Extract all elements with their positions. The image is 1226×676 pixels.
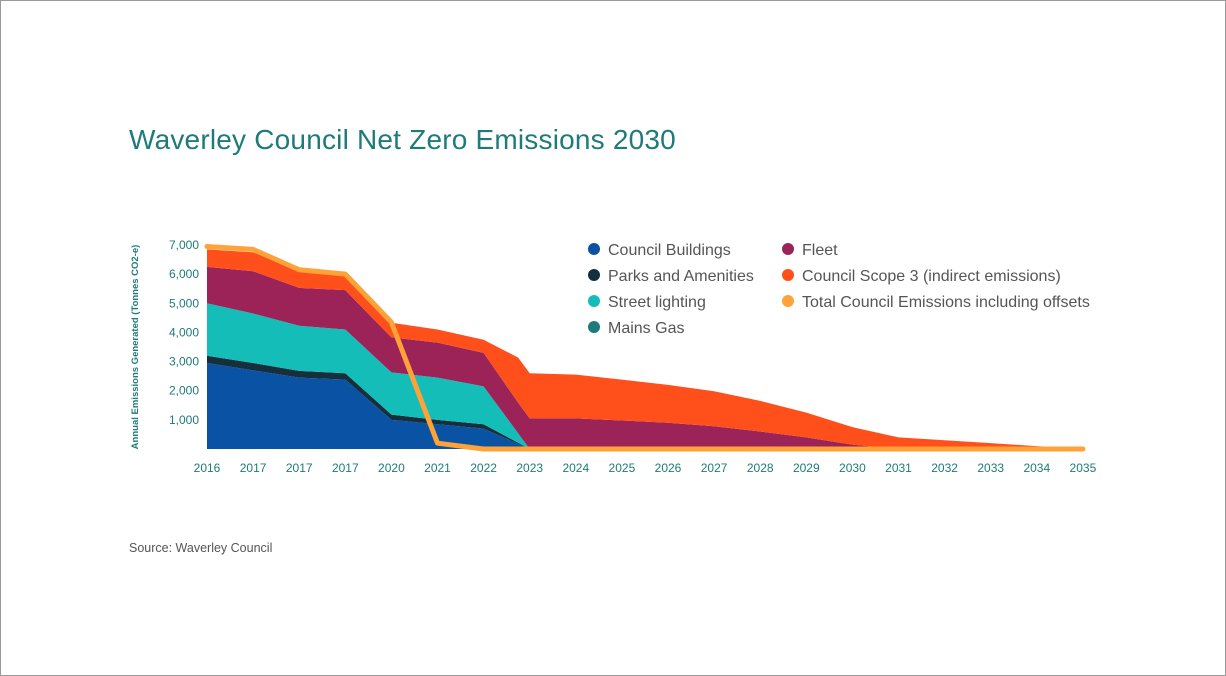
y-tick-label: 4,000 [169,325,199,339]
legend-marker-mains-gas [588,321,600,333]
x-tick-label: 2034 [1023,461,1050,475]
line-total-council-emissions-including-offsets [204,243,1086,452]
y-tick-label: 5,000 [169,296,199,310]
legend-marker-total-council-emissions-including-offsets [782,295,794,307]
y-tick-label: 2,000 [169,384,199,398]
chart-title: Waverley Council Net Zero Emissions 2030 [129,124,676,155]
line-layers [204,243,1086,452]
x-tick-label: 2032 [931,461,958,475]
legend-marker-street-lighting [588,295,600,307]
x-tick-label: 2023 [516,461,543,475]
legend: Council Buildings Parks and Amenities Stre… [588,242,1090,337]
x-tick-label: 2028 [747,461,774,475]
x-tick-label: 2024 [562,461,589,475]
x-tick-label: 2029 [793,461,820,475]
y-tick-label: 6,000 [169,267,199,281]
legend-label-street-lighting: Street lighting [608,294,706,311]
x-tick-label: 2021 [424,461,451,475]
x-tick-label: 2027 [701,461,728,475]
x-tick-label: 2035 [1070,461,1097,475]
area-council-buildings [207,363,1083,449]
x-tick-label: 2031 [885,461,912,475]
y-axis: 1,000 2,000 3,000 4,000 5,000 6,000 7,000 Annua… [130,238,199,449]
legend-label-council-buildings: Council Buildings [608,242,731,259]
x-tick-label: 2017 [332,461,359,475]
legend-label-total-council-emissions-including-offsets: Total Council Emissions including offset… [802,294,1090,311]
x-tick-label: 2022 [470,461,497,475]
legend-marker-council-scope-3-indirect-emissions [782,269,794,281]
legend-label-parks-and-amenities: Parks and Amenities [608,268,754,285]
x-tick-label: 2016 [194,461,221,475]
y-tick-label: 3,000 [169,355,199,369]
x-tick-label: 2030 [839,461,866,475]
x-tick-label: 2017 [240,461,267,475]
source-note: Source: Waverley Council [129,541,273,555]
x-tick-label: 2026 [655,461,682,475]
legend-marker-fleet [782,243,794,255]
x-tick-label: 2033 [977,461,1004,475]
y-tick-label: 1,000 [169,413,199,427]
area-fleet [207,266,1083,449]
legend-marker-council-buildings [588,243,600,255]
y-tick-label: 7,000 [169,238,199,252]
x-tick-label: 2017 [286,461,313,475]
x-axis: 2016 2017 2017 2017 2020 2021 2022 2023 2024 2025… [194,461,1097,475]
legend-label-council-scope-3-indirect-emissions: Council Scope 3 (indirect emissions) [802,268,1061,285]
legend-label-mains-gas: Mains Gas [608,320,684,337]
legend-marker-parks-and-amenities [588,269,600,281]
x-tick-label: 2020 [378,461,405,475]
legend-label-fleet: Fleet [802,242,838,259]
y-axis-label: Annual Emissions Generated (Tonnes CO2-e… [130,245,141,450]
x-tick-label: 2025 [609,461,636,475]
